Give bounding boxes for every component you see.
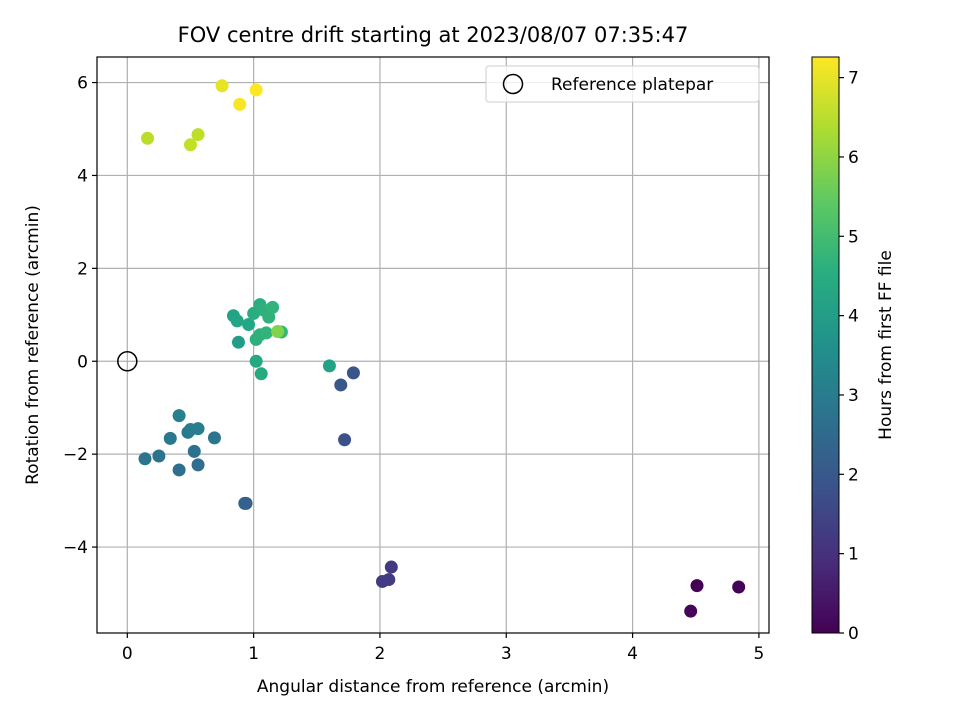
colorbar-tick-label: 7 [848,69,859,89]
data-point [684,604,698,618]
y-tick-label: 6 [77,74,88,94]
data-point [338,433,352,447]
colorbar-tick-label: 2 [848,465,859,485]
data-point [172,463,186,477]
x-tick-label: 2 [375,644,386,664]
data-point [384,560,398,574]
colorbar-tick-label: 6 [848,148,859,168]
colorbar-tick-label: 5 [848,227,859,247]
data-point [732,580,746,594]
x-tick-label: 0 [122,644,133,664]
x-tick-label: 4 [627,644,638,664]
colorbar: 0 1 2 3 4 5 6 7 Hours from first FF file [811,56,896,644]
data-point [233,97,247,111]
colorbar-tick-label: 0 [848,624,859,644]
data-point [230,314,244,328]
chart-title: FOV centre drift starting at 2023/08/07 … [178,23,689,47]
data-point [141,131,155,145]
data-point [334,378,348,392]
legend: Reference platepar [485,65,760,103]
y-tick-label: 2 [77,259,88,279]
data-point [138,452,152,466]
x-axis-ticks: 0 1 2 3 4 5 [122,633,764,664]
data-point [163,431,177,445]
x-tick-label: 5 [753,644,764,664]
legend-label: Reference platepar [551,75,713,95]
data-point [152,449,166,463]
data-point [191,128,205,142]
data-points [138,79,746,618]
reference-point [117,351,138,372]
x-axis-label: Angular distance from reference (arcmin) [257,677,609,697]
data-point [215,79,229,93]
y-tick-label: −4 [63,538,88,558]
data-point [172,409,186,423]
y-tick-label: 0 [77,352,88,372]
data-point [346,366,360,380]
colorbar-tick-label: 3 [848,386,859,406]
plot-frame [96,56,770,634]
data-point [187,444,201,458]
data-point [191,458,205,472]
y-axis-ticks: −4 −2 0 2 4 6 [63,74,97,558]
data-point [207,431,221,445]
colorbar-gradient [811,56,840,634]
data-point [231,335,245,349]
legend-box [485,65,760,103]
data-point [259,326,273,340]
data-point [266,300,280,314]
x-tick-label: 3 [501,644,512,664]
legend-marker-icon [502,73,524,95]
data-point [183,138,197,152]
y-axis-label: Rotation from reference (arcmin) [23,205,43,485]
y-tick-label: −2 [63,445,88,465]
colorbar-tick-label: 4 [848,307,859,327]
data-point [322,359,336,373]
data-point [242,318,256,332]
grid-lines [97,57,769,633]
colorbar-tick-label: 1 [848,545,859,565]
data-point [262,310,276,324]
reference-marker [117,351,138,372]
data-point [191,422,205,436]
data-point [375,574,389,588]
y-tick-label: 4 [77,166,88,186]
data-point [249,354,263,368]
data-point [271,325,285,339]
data-point [238,496,252,510]
x-tick-label: 1 [248,644,259,664]
data-point [690,579,704,593]
data-point [249,83,263,97]
colorbar-label: Hours from first FF file [876,250,896,440]
colorbar-ticks: 0 1 2 3 4 5 6 7 [839,69,859,644]
data-point [254,367,268,381]
